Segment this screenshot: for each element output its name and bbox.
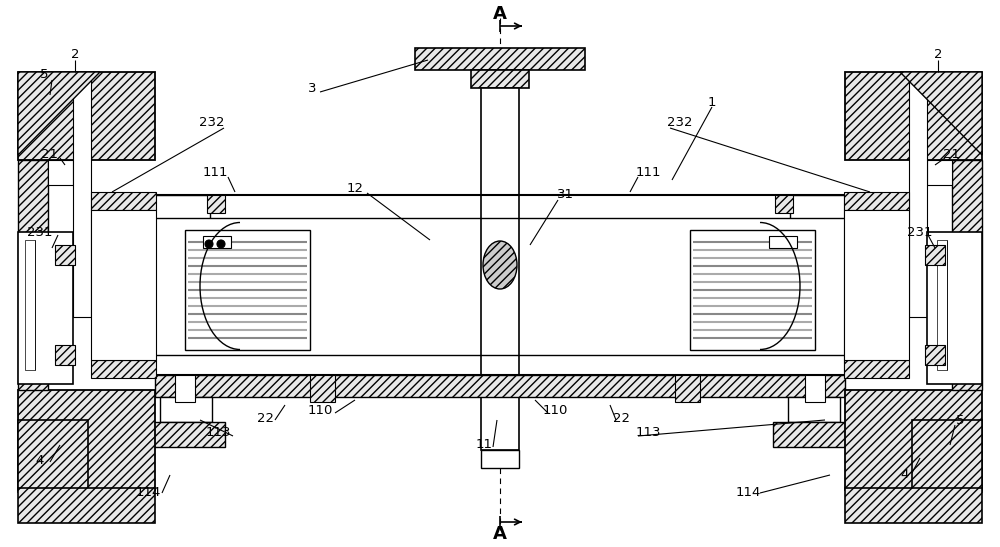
Bar (927, 160, 952, 185)
Text: 4: 4 (901, 468, 909, 481)
Text: 12: 12 (347, 182, 364, 195)
Bar (55, 345, 75, 365)
Bar (471, 70, 529, 88)
Text: A: A (493, 5, 507, 23)
Bar (844, 192, 909, 210)
Bar (925, 245, 945, 265)
Bar (937, 240, 947, 370)
Text: 114: 114 (135, 486, 161, 498)
Text: 231: 231 (27, 225, 53, 238)
Bar (844, 360, 909, 378)
Bar (91, 210, 156, 360)
Bar (788, 397, 840, 422)
Bar (18, 160, 48, 390)
Text: 2: 2 (71, 49, 79, 61)
Text: 2: 2 (934, 49, 942, 61)
Text: 22: 22 (256, 411, 274, 424)
Bar (207, 195, 225, 213)
Bar (160, 397, 212, 422)
Bar (845, 72, 982, 160)
Bar (773, 422, 853, 447)
Bar (155, 375, 845, 397)
Bar (415, 48, 585, 70)
Ellipse shape (483, 241, 517, 289)
Bar (91, 192, 156, 210)
Circle shape (205, 240, 213, 248)
Bar (18, 420, 88, 492)
Text: 4: 4 (36, 453, 44, 467)
Text: 1: 1 (708, 96, 716, 108)
Bar (91, 360, 156, 378)
Bar (185, 230, 310, 350)
Polygon shape (900, 72, 982, 155)
Text: 11: 11 (476, 439, 492, 451)
Text: 110: 110 (542, 404, 568, 416)
Text: 113: 113 (205, 426, 231, 439)
Bar (952, 160, 982, 390)
Text: 21: 21 (42, 148, 58, 161)
Circle shape (217, 240, 225, 248)
Bar (18, 72, 155, 160)
Bar (775, 195, 793, 213)
Bar (18, 390, 155, 490)
Bar (927, 232, 982, 384)
Bar (845, 390, 982, 490)
Bar (675, 375, 700, 402)
Bar (769, 236, 797, 248)
Text: 22: 22 (614, 411, 631, 424)
Bar (310, 375, 335, 402)
Text: 21: 21 (944, 148, 960, 161)
Bar (844, 210, 909, 360)
Bar (55, 245, 75, 265)
Text: 31: 31 (556, 189, 574, 201)
Bar (175, 375, 195, 402)
Bar (481, 88, 519, 450)
Bar (18, 232, 73, 384)
Text: 232: 232 (667, 115, 693, 129)
Text: 232: 232 (199, 115, 225, 129)
Bar (925, 345, 945, 365)
Text: 110: 110 (307, 404, 333, 416)
Text: 111: 111 (635, 166, 661, 178)
Bar (845, 488, 982, 523)
Polygon shape (18, 72, 100, 155)
Text: 114: 114 (735, 486, 761, 498)
Text: 5: 5 (956, 414, 964, 427)
Text: 5: 5 (40, 68, 48, 82)
Bar (145, 422, 225, 447)
Text: A: A (493, 525, 507, 543)
Bar (912, 420, 982, 492)
Bar (48, 160, 73, 185)
Bar (481, 450, 519, 468)
Text: 111: 111 (202, 166, 228, 178)
Text: 3: 3 (308, 82, 316, 95)
Bar (18, 488, 155, 523)
Text: 231: 231 (907, 225, 933, 238)
Bar (805, 375, 825, 402)
Bar (25, 240, 35, 370)
Bar (909, 72, 927, 317)
Bar (73, 72, 91, 317)
Bar (203, 236, 231, 248)
Bar (690, 230, 815, 350)
Text: 113: 113 (635, 426, 661, 439)
